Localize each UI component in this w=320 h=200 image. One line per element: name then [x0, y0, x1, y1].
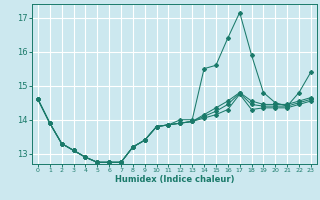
X-axis label: Humidex (Indice chaleur): Humidex (Indice chaleur)	[115, 175, 234, 184]
